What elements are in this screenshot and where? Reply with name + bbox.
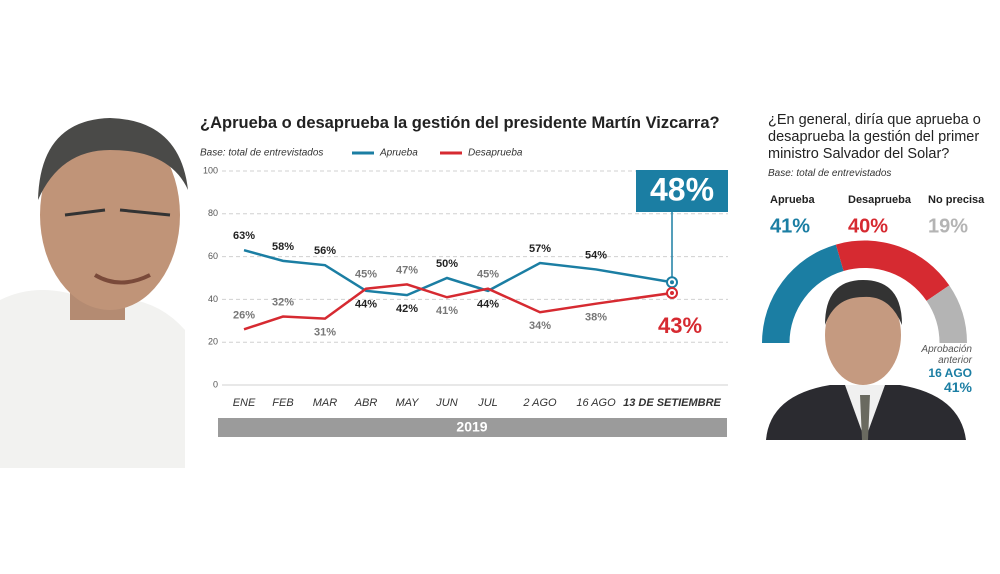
x-tick-label: FEB <box>272 397 293 409</box>
x-tick-label: ABR <box>354 397 378 409</box>
data-label: 56% <box>314 245 336 257</box>
slice <box>761 244 844 343</box>
data-label: 63% <box>233 230 255 242</box>
data-label: 58% <box>272 241 294 253</box>
data-label: 44% <box>355 299 377 311</box>
x-tick-label: JUN <box>435 397 457 409</box>
annotation: Aprobación anterior 16 AGO 41% <box>900 344 972 395</box>
photo-minister <box>766 280 966 440</box>
x-tick-label: MAR <box>313 397 338 409</box>
data-label: 44% <box>477 299 499 311</box>
annotation-value: 41% <box>943 379 972 395</box>
data-label: 54% <box>585 249 607 261</box>
chart-title: ¿En general, diría que aprueba o desapru… <box>768 112 981 162</box>
data-label: 43% <box>658 313 702 338</box>
chart-title: ¿Aprueba o desaprueba la gestión del pre… <box>200 114 720 132</box>
slice <box>835 240 950 301</box>
data-label: 50% <box>436 258 458 270</box>
data-label: 26% <box>233 309 255 321</box>
x-tick-label: MAY <box>395 397 419 409</box>
x-tick-label: 16 AGO <box>576 397 616 409</box>
data-label: 57% <box>529 243 551 255</box>
data-label: 19% <box>928 215 968 237</box>
y-tick-label: 20 <box>208 337 218 347</box>
annotation-text: Aprobación anterior <box>921 344 972 366</box>
y-tick-label: 80 <box>208 208 218 218</box>
y-tick-label: 40 <box>208 294 218 304</box>
y-tick-label: 0 <box>213 379 218 389</box>
data-label: 32% <box>272 296 294 308</box>
data-label: 42% <box>396 303 418 315</box>
x-tick-label: ENE <box>233 397 256 409</box>
data-label: 48% <box>650 171 714 207</box>
highlight-box <box>636 170 728 212</box>
photo-president <box>0 118 188 468</box>
category-label: Desaprueba <box>848 194 912 206</box>
data-label: 41% <box>436 305 458 317</box>
legend-label: Aprueba <box>379 148 418 159</box>
x-axis-label: 2019 <box>456 419 487 435</box>
category-label: Aprueba <box>770 194 816 206</box>
slice <box>926 285 967 343</box>
x-tick-label: 13 DE SETIEMBRE <box>623 397 721 409</box>
year-band <box>218 418 727 437</box>
line <box>243 283 673 331</box>
data-label: 38% <box>585 312 607 324</box>
category-label: No precisa <box>928 194 985 206</box>
annotation-date: 16 AGO <box>928 366 972 380</box>
point-dot <box>670 290 674 295</box>
legend-label: Desaprueba <box>468 148 523 159</box>
subtitle: Base: total de entrevistados <box>768 168 892 179</box>
point-dot <box>670 280 674 285</box>
data-label: 45% <box>355 269 377 281</box>
data-label: 45% <box>477 269 499 281</box>
data-label: 40% <box>848 215 888 237</box>
data-label: 34% <box>529 320 551 332</box>
data-label: 47% <box>396 264 418 276</box>
x-tick-label: 2 AGO <box>522 397 557 409</box>
y-tick-label: 60 <box>208 251 218 261</box>
line <box>243 248 673 297</box>
x-tick-label: JUL <box>477 397 498 409</box>
data-label: 31% <box>314 327 336 339</box>
subtitle: Base: total de entrevistados <box>200 148 323 159</box>
y-tick-label: 100 <box>203 165 218 175</box>
data-label: 41% <box>770 215 810 237</box>
